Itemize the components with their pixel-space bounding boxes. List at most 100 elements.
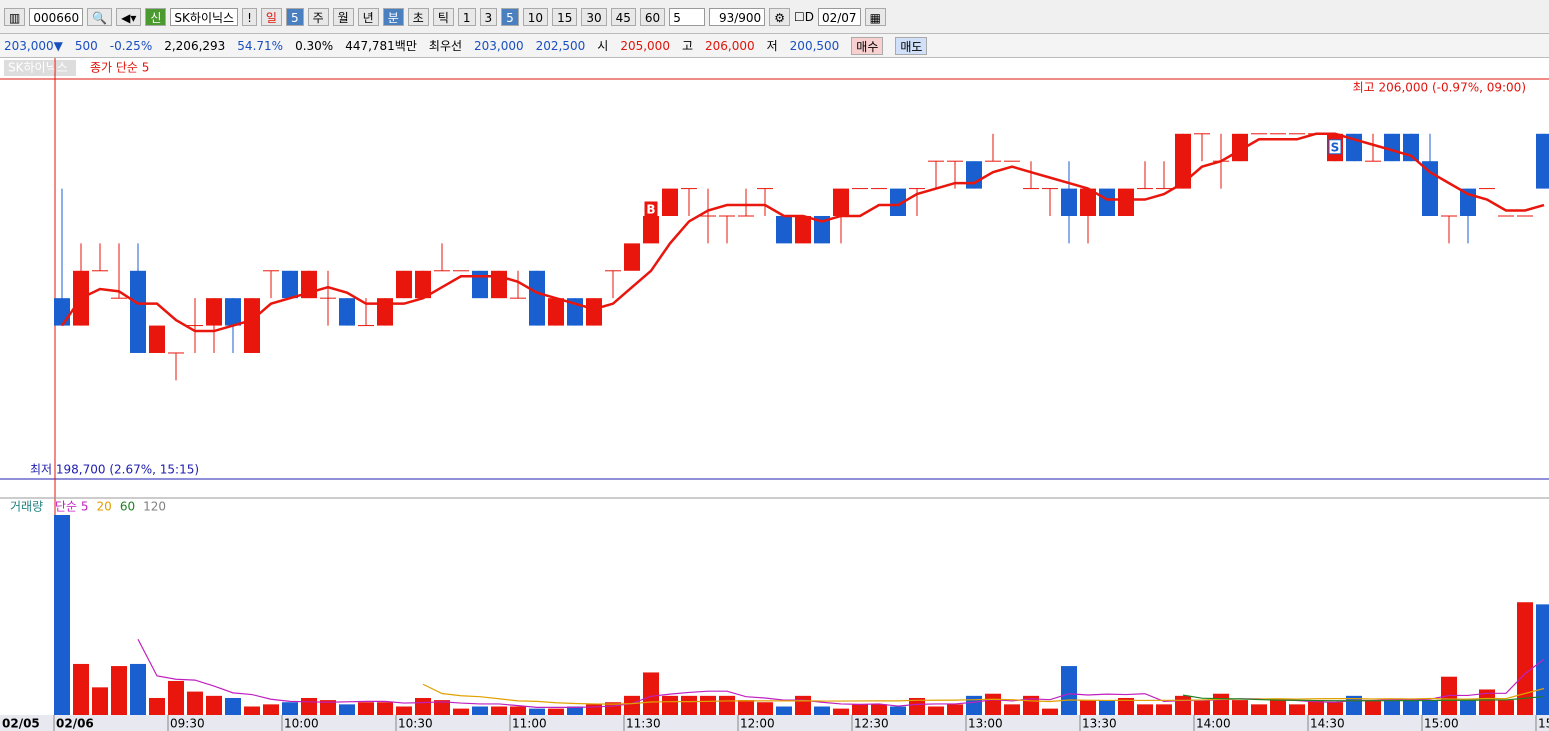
- volume-bar: [1099, 700, 1115, 715]
- calendar[interactable]: ▦: [864, 7, 886, 26]
- quote-bar: 203,000▼ 500 -0.25% 2,206,293 54.71% 0.3…: [0, 34, 1549, 58]
- minute[interactable]: 3: [479, 7, 498, 26]
- candle-body: [130, 270, 146, 353]
- time-label: 14:30: [1310, 717, 1345, 731]
- trade-marker-label: S: [1331, 140, 1340, 154]
- best-label: 최우선: [428, 39, 463, 53]
- candle-body: [339, 298, 355, 326]
- volume-bar: [54, 515, 70, 715]
- candle-body: [890, 188, 906, 216]
- time-label: 13:30: [1082, 717, 1117, 731]
- volume-bar: [1460, 700, 1476, 715]
- candle-body: [377, 298, 393, 326]
- volume-bar: [1384, 700, 1400, 715]
- minute[interactable]: 1: [457, 7, 476, 26]
- volume-bar: [985, 693, 1001, 715]
- trade-marker-label: B: [646, 202, 655, 216]
- minute[interactable]: 30: [581, 7, 607, 26]
- candle-body: [548, 298, 564, 326]
- sound[interactable]: ◀▾: [116, 7, 142, 26]
- open-label: 시: [597, 39, 609, 53]
- volume-bar: [719, 695, 735, 715]
- tab: SK하이닉스: [8, 61, 68, 75]
- ask: 203,000: [474, 38, 524, 53]
- candle-body: [586, 298, 602, 326]
- time-label: 15:30: [1538, 717, 1549, 731]
- prev-day: 02/05: [2, 717, 40, 731]
- d-check[interactable]: ☐D: [793, 9, 814, 24]
- volume-bar: [529, 708, 545, 715]
- ma-legend: 종가 단순 5: [90, 61, 149, 75]
- candle-body: [225, 298, 241, 326]
- volume: 2,206,293: [164, 38, 226, 53]
- change: 500: [74, 38, 98, 53]
- candle-body: [814, 215, 830, 244]
- period[interactable]: 년: [357, 7, 379, 26]
- volume-bar: [890, 706, 906, 715]
- high-label: 고: [681, 39, 693, 53]
- candle-body: [795, 215, 811, 244]
- time-label: 11:30: [626, 717, 661, 731]
- volume-bar: [833, 708, 849, 715]
- vol-rate: 54.71%: [237, 38, 284, 53]
- volume-bar: [92, 687, 108, 715]
- volume-bar: [1061, 666, 1077, 715]
- volume-bar: [453, 708, 469, 715]
- minute[interactable]: 5: [501, 7, 519, 26]
- low-note: 최저 198,700 (2.67%, 15:15): [30, 463, 199, 477]
- interval[interactable]: 5: [669, 7, 706, 26]
- minute[interactable]: 60: [639, 7, 666, 26]
- candle-body: [1175, 133, 1191, 189]
- volume-bar: [377, 702, 393, 715]
- period[interactable]: 주: [307, 7, 329, 26]
- minute[interactable]: 45: [610, 7, 636, 26]
- candle-body: [966, 161, 982, 189]
- menu-icon[interactable]: ▥: [4, 7, 26, 26]
- period[interactable]: 틱: [432, 7, 454, 26]
- candle-body: [54, 298, 70, 326]
- volume-bar: [263, 704, 279, 715]
- candle-body: [776, 215, 792, 244]
- volume-bar: [415, 697, 431, 715]
- day-n[interactable]: 5: [285, 7, 304, 26]
- volume-bar: [111, 666, 127, 715]
- period[interactable]: 초: [407, 7, 429, 26]
- period[interactable]: 분: [382, 7, 404, 26]
- minute[interactable]: 15: [552, 7, 578, 26]
- volume-bar: [1289, 704, 1305, 715]
- volume-bar: [1403, 700, 1419, 715]
- volume-bar: [966, 695, 982, 715]
- tool-icon[interactable]: ⚙: [769, 7, 790, 26]
- volume-bar: [1156, 704, 1172, 715]
- buy-button[interactable]: 매수: [851, 36, 884, 55]
- volume-bar: [244, 706, 260, 715]
- minute[interactable]: 10: [522, 7, 549, 26]
- time-label: 15:00: [1424, 717, 1459, 731]
- volume-bar: [73, 663, 89, 715]
- date[interactable]: 02/07: [817, 7, 861, 26]
- price-value: 203,000: [4, 38, 54, 53]
- volume-bar: [206, 695, 222, 715]
- volume-bar: [510, 706, 526, 715]
- warn[interactable]: !: [242, 7, 257, 26]
- period[interactable]: 월: [332, 7, 354, 26]
- candle-body: [529, 270, 545, 326]
- sell-button[interactable]: 매도: [895, 36, 928, 55]
- volume-bar: [1422, 700, 1438, 715]
- search[interactable]: 🔍: [87, 7, 113, 26]
- volume-bar: [472, 706, 488, 715]
- volume-bar: [814, 706, 830, 715]
- candle-body: [624, 243, 640, 271]
- volume-bar: [852, 704, 868, 715]
- candle-body: [149, 325, 165, 353]
- candle-body: [1536, 133, 1549, 189]
- low-label: 저: [766, 39, 778, 53]
- volume-bar: [586, 704, 602, 715]
- day-tab[interactable]: 일: [260, 7, 282, 26]
- code-box[interactable]: 000660: [29, 7, 84, 26]
- time-axis: [0, 715, 1549, 731]
- time-label: 10:00: [284, 717, 319, 731]
- volume-bar: [1270, 700, 1286, 715]
- volume-bar: [1308, 700, 1324, 715]
- candle-body: [1080, 188, 1096, 216]
